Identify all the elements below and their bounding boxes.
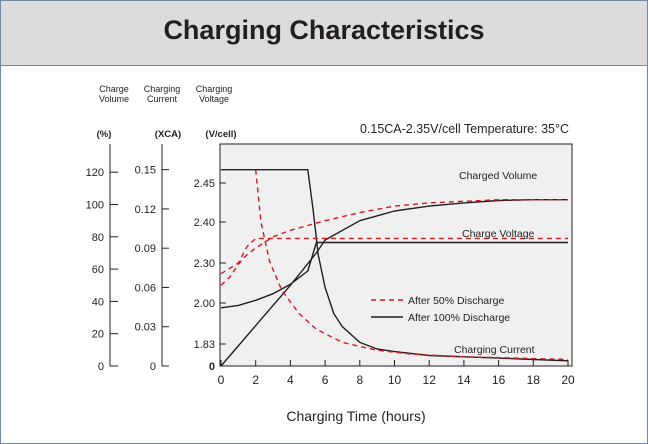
charge-volume-tick-label: 0 (98, 361, 104, 373)
voltage-tick-label: 2.30 (194, 258, 215, 270)
axis-unit-1: (XCA) (155, 129, 181, 140)
charging-current-tick-label: 0.06 (135, 282, 156, 294)
condition-note: 0.15CA-2.35V/cell Temperature: 35°C (360, 122, 569, 136)
plot-area (219, 143, 573, 367)
x-tick-label: 10 (388, 373, 402, 387)
charge-volume-tick-label: 120 (86, 167, 104, 179)
charging-current-tick-label: 0.03 (135, 322, 156, 334)
voltage-tick-label: 2.45 (194, 178, 215, 190)
charge-volume-tick-label: 20 (92, 329, 104, 341)
x-tick-label: 12 (423, 373, 437, 387)
curve-label-charging-current: Charging Current (454, 344, 535, 356)
curve-label-charge-voltage: Charge Voltage (462, 228, 535, 240)
x-tick-label: 2 (252, 373, 259, 387)
axis-header-0-line-1: Volume (99, 94, 129, 104)
axis-header-2-line-1: Voltage (199, 94, 229, 104)
page-title: Charging Characteristics (163, 15, 485, 45)
charge-volume-tick-label: 80 (92, 232, 104, 244)
voltage-tick-label: 2.00 (194, 298, 215, 310)
series-50-charged-volume (220, 198, 568, 286)
legend-label-100: After 100% Discharge (408, 312, 510, 324)
x-axis-ticks: 0 2 4 6 8 10 12 14 16 18 20 (218, 360, 575, 387)
axis-headers: ChargeVolume(%)ChargingCurrent(XCA)Charg… (97, 84, 237, 140)
axis-header-2-line-0: Charging (196, 84, 233, 94)
title-bar: Charging Characteristics (1, 1, 647, 66)
voltage-axis-ticks: 0 1.83 2.00 2.30 2.40 2.45 (194, 178, 226, 373)
charging-current-tick-label: 0.15 (135, 165, 156, 177)
curve-label-charged-volume: Charged Volume (459, 170, 537, 182)
axis-unit-0: (%) (97, 129, 112, 140)
legend: After 50% Discharge After 100% Discharge (371, 295, 510, 324)
voltage-tick-label: 1.83 (194, 339, 215, 351)
series-50-charge-voltage (220, 237, 568, 275)
axis-unit-2: (V/cell) (205, 129, 236, 140)
charging-current-tick-label: 0.12 (135, 204, 156, 216)
x-tick-label: 0 (218, 373, 225, 387)
charge-volume-tick-label: 100 (86, 200, 104, 212)
x-tick-label: 4 (287, 373, 294, 387)
curves (220, 168, 569, 367)
charge-volume-tick-label: 60 (92, 264, 104, 276)
series-50-charging-current (255, 169, 569, 361)
x-tick-label: 16 (492, 373, 506, 387)
x-tick-label: 14 (457, 373, 471, 387)
charging-current-tick-label: 0 (150, 361, 156, 373)
charge-volume-tick-label: 40 (92, 296, 104, 308)
charging-current-tick-label: 0.09 (135, 243, 156, 255)
axis-header-0-line-0: Charge (99, 84, 129, 94)
left-axis-ticks: 0 20 40 60 80 100 120 0 0.03 0.06 0.09 0.12 0.15 (86, 165, 169, 373)
voltage-tick-label: 0 (209, 361, 215, 373)
x-tick-label: 20 (561, 373, 575, 387)
x-tick-label: 8 (356, 373, 363, 387)
x-tick-label: 6 (322, 373, 329, 387)
x-tick-label: 18 (527, 373, 541, 387)
voltage-tick-label: 2.40 (194, 217, 215, 229)
axis-header-1-line-0: Charging (144, 84, 181, 94)
series-100-charge-voltage (220, 241, 568, 309)
x-axis-label: Charging Time (hours) (286, 408, 425, 424)
axis-header-1-line-1: Current (147, 94, 178, 104)
legend-label-50: After 50% Discharge (408, 295, 504, 307)
